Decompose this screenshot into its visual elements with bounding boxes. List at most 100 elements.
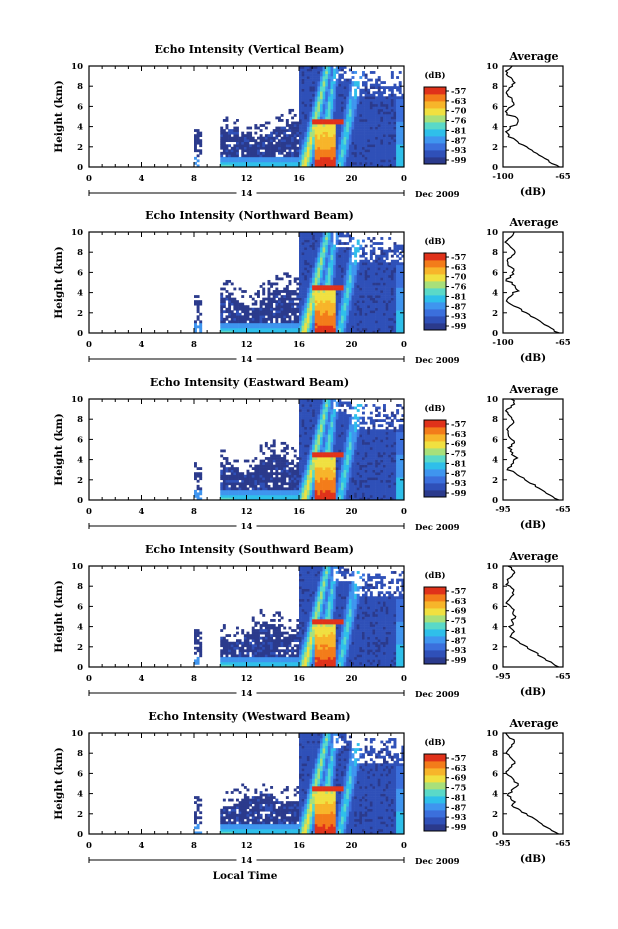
heatmap-cell [278,131,281,135]
heatmap-cell [396,300,400,303]
heatmap-cell [380,282,384,286]
heatmap-cell [254,320,258,324]
heatmap-cell [346,264,350,268]
heatmap-cell [270,151,274,155]
heatmap-cell [301,254,305,258]
heatmap-cell [312,232,316,235]
heatmap-cell [367,149,371,153]
heatmap-cell [330,73,334,77]
heatmap-cell [338,134,342,137]
heatmap-cell [385,139,389,143]
heatmap-cell [314,330,318,334]
heatmap-cell [304,439,308,443]
heatmap-cell [364,81,368,84]
heatmap-cell [241,474,245,478]
heatmap-cell [335,141,339,145]
heatmap-cell [341,116,344,120]
heatmap-cell [251,487,255,491]
heatmap-cell [367,134,371,137]
heatmap-cell [314,71,318,74]
heatmap-cell [372,252,376,256]
heatmap-cell [333,310,337,314]
heatmap-cell [228,325,232,329]
heatmap-cell [320,91,323,95]
heatmap-cell [351,131,355,135]
heatmap-cell [306,290,310,293]
heatmap-cell [296,151,300,155]
heatmap-cell [291,161,295,165]
heatmap-cell [291,477,295,481]
heatmap-cell [280,330,284,334]
heatmap-cell [369,287,373,291]
heatmap-cell [335,320,339,324]
heatmap-cell [280,469,284,473]
heatmap-cell [301,88,305,92]
heatmap-cell [230,489,234,493]
heatmap-cell [398,262,402,266]
heatmap-cell [383,279,386,283]
heatmap-cell [312,439,316,443]
x-tick-label: 0 [401,174,407,184]
heatmap-cell [317,237,321,240]
heatmap-cell [372,282,376,286]
heatmap-cell [322,307,326,311]
heatmap-cell [233,151,237,155]
heatmap-cell [354,149,358,153]
heatmap-cell [320,164,323,168]
heatmap-cell [320,68,323,72]
heatmap-cell [288,300,292,303]
heatmap-cell [327,479,331,483]
heatmap-cell [301,272,305,276]
heatmap-cell [304,108,308,112]
heatmap-cell [291,469,295,473]
heatmap-cell [301,234,305,238]
heatmap-cell [333,290,337,293]
heatmap-cell [341,146,344,150]
heatmap-cell [367,116,371,120]
heatmap-cell [249,474,253,478]
heatmap-cell [377,272,381,276]
heatmap-cell [325,106,329,110]
heatmap-cell [233,131,237,135]
heatmap-cell [285,482,289,486]
heatmap-cell [280,119,284,122]
heatmap-cell [293,154,297,158]
heatmap-cell [314,136,318,140]
heatmap-cell [293,159,297,163]
heatmap-cell [199,302,203,306]
heatmap-cell [262,139,266,143]
heatmap-cell [199,327,203,331]
heatmap-cell [251,482,255,486]
heatmap-cell [364,325,368,329]
heatmap-cell [322,267,326,271]
heatmap-cell [396,297,400,301]
heatmap-cell [377,154,381,158]
heatmap-cell [317,279,321,283]
heatmap-cell [393,297,397,301]
heatmap-cell [327,68,331,72]
heatmap-cell [320,295,323,298]
heatmap-cell [390,305,394,309]
heatmap-cell [312,96,316,100]
heatmap-cell [367,164,371,168]
heatmap-cell [359,310,363,314]
heatmap-cell [346,272,350,276]
heatmap-cell [346,134,350,137]
heatmap-cell [225,134,229,137]
heatmap-cell [325,129,329,132]
heatmap-cell [259,489,263,493]
heatmap-cell [301,439,305,443]
heatmap-cell [278,297,281,301]
heatmap-cell [396,116,400,120]
heatmap-cell [301,156,305,160]
heatmap-cell [306,156,310,160]
heatmap-cell [285,287,289,291]
heatmap-cell [241,325,245,329]
heatmap-cell [225,474,229,478]
heatmap-cell [304,307,308,311]
heatmap-cell [228,129,232,132]
heatmap-cell [320,242,323,245]
heatmap-cell [341,279,344,283]
heatmap-cell [338,81,342,84]
heatmap-cell [280,139,284,143]
